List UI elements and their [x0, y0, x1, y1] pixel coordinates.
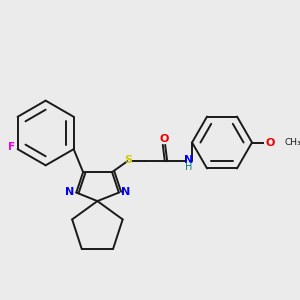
Text: CH₃: CH₃: [284, 138, 300, 147]
Text: S: S: [124, 154, 132, 164]
Text: O: O: [265, 137, 274, 148]
Text: O: O: [159, 134, 169, 144]
Text: N: N: [184, 155, 193, 165]
Text: N: N: [121, 187, 130, 197]
Text: N: N: [65, 187, 74, 197]
Text: H: H: [185, 162, 192, 172]
Text: F: F: [8, 142, 15, 152]
